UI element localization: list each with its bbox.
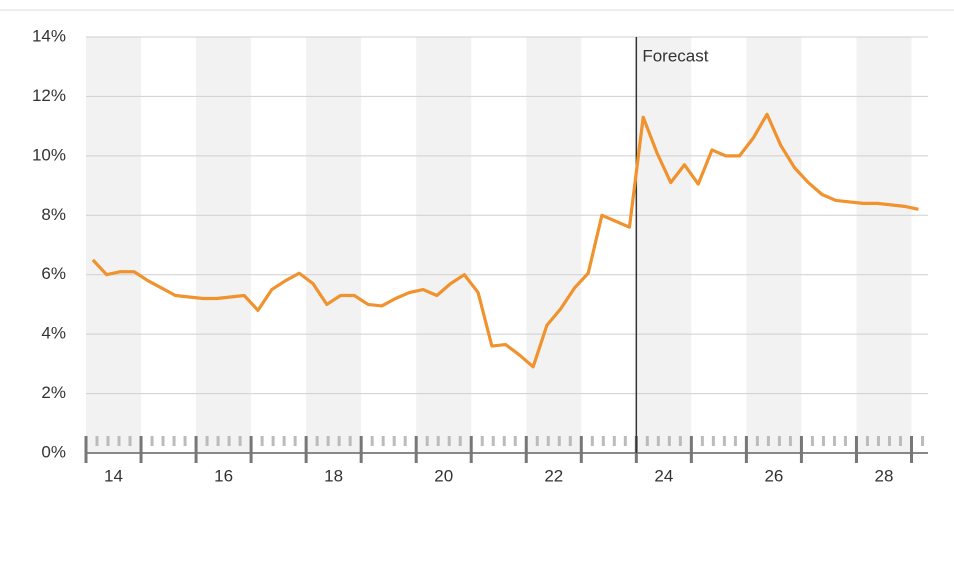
x-tick-label: 16 — [214, 466, 233, 485]
x-tick-label: 24 — [654, 466, 673, 485]
y-tick-label: 10% — [32, 145, 66, 164]
year-band — [746, 37, 802, 453]
year-band — [856, 37, 912, 453]
x-tick-label: 14 — [104, 466, 123, 485]
year-band — [636, 37, 692, 453]
x-tick-label: 20 — [434, 466, 453, 485]
x-tick-label: 18 — [324, 466, 343, 485]
line-series — [91, 112, 919, 369]
year-band — [416, 37, 472, 453]
y-tick-label: 8% — [41, 205, 66, 224]
year-band — [306, 37, 362, 453]
y-tick-label: 12% — [32, 86, 66, 105]
y-tick-label: 4% — [41, 324, 66, 343]
x-tick-label: 22 — [544, 466, 563, 485]
y-tick-label: 14% — [32, 26, 66, 45]
y-tick-label: 0% — [41, 442, 66, 461]
y-tick-label: 6% — [41, 264, 66, 283]
x-tick-label: 26 — [764, 466, 783, 485]
y-tick-label: 2% — [41, 383, 66, 402]
year-band — [196, 37, 252, 453]
year-band — [526, 37, 582, 453]
x-tick-label: 28 — [875, 466, 894, 485]
forecast-label: Forecast — [642, 46, 708, 65]
year-band — [86, 37, 142, 453]
